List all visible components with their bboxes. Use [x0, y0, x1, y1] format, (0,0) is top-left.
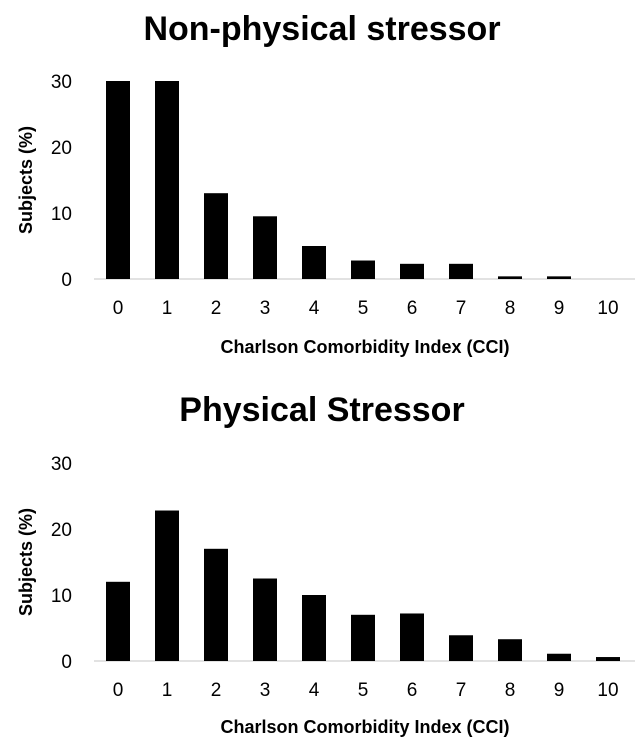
bar-cci-3 — [253, 578, 277, 661]
bar-cci-5 — [351, 260, 375, 279]
bar-cci-1 — [155, 81, 179, 279]
y-tick-label: 30 — [51, 72, 72, 93]
bar-cci-4 — [302, 246, 326, 279]
chart-non-physical-stressor: Non-physical stressor Subjects (%) Charl… — [16, 10, 635, 357]
x-tick-label: 8 — [505, 298, 516, 319]
bar-cci-10 — [596, 657, 620, 661]
y-tick-label: 20 — [51, 520, 72, 541]
bar-cci-5 — [351, 614, 375, 661]
x-tick-label: 6 — [407, 680, 418, 701]
x-tick-label: 10 — [597, 680, 618, 701]
x-tick-label: 1 — [162, 680, 173, 701]
chart-title: Physical Stressor — [179, 391, 464, 429]
y-tick-label: 20 — [51, 138, 72, 159]
x-tick-label: 4 — [309, 680, 320, 701]
bar-cci-9 — [547, 653, 571, 661]
y-tick-label: 0 — [61, 270, 72, 291]
chart-physical-stressor: Physical Stressor Subjects (%) Charlson … — [16, 391, 635, 737]
x-tick-label: 7 — [456, 680, 467, 701]
x-tick-label: 1 — [162, 298, 173, 319]
y-axis-label: Subjects (%) — [16, 508, 36, 616]
bar-cci-8 — [498, 639, 522, 661]
x-axis-label: Charlson Comorbidity Index (CCI) — [220, 717, 509, 737]
x-tick-label: 3 — [260, 298, 271, 319]
chart-title: Non-physical stressor — [143, 10, 500, 48]
x-tick-label: 6 — [407, 298, 418, 319]
bar-cci-0 — [106, 581, 130, 661]
bar-cci-1 — [155, 510, 179, 661]
x-tick-label: 0 — [113, 298, 124, 319]
x-tick-label: 2 — [211, 680, 222, 701]
x-tick-label: 5 — [358, 298, 369, 319]
bar-cci-6 — [400, 613, 424, 661]
bar-cci-3 — [253, 216, 277, 279]
y-tick-label: 10 — [51, 586, 72, 607]
x-tick-label: 5 — [358, 680, 369, 701]
y-tick-label: 30 — [51, 454, 72, 475]
x-tick-label: 0 — [113, 680, 124, 701]
bar-cci-4 — [302, 595, 326, 661]
bar-cci-2 — [204, 193, 228, 279]
bar-cci-9 — [547, 276, 571, 279]
bar-cci-0 — [106, 81, 130, 279]
x-tick-label: 3 — [260, 680, 271, 701]
bar-cci-8 — [498, 276, 522, 279]
x-axis-label: Charlson Comorbidity Index (CCI) — [220, 337, 509, 357]
bar-cci-7 — [449, 263, 473, 279]
y-tick-label: 10 — [51, 204, 72, 225]
bar-cci-6 — [400, 263, 424, 279]
x-tick-label: 2 — [211, 298, 222, 319]
x-tick-label: 10 — [597, 298, 618, 319]
x-tick-label: 9 — [554, 298, 565, 319]
x-tick-label: 7 — [456, 298, 467, 319]
y-axis-label: Subjects (%) — [16, 126, 36, 234]
x-tick-label: 4 — [309, 298, 320, 319]
bar-cci-2 — [204, 548, 228, 661]
x-tick-label: 9 — [554, 680, 565, 701]
y-tick-label: 0 — [61, 652, 72, 673]
x-tick-label: 8 — [505, 680, 516, 701]
bar-cci-7 — [449, 635, 473, 661]
